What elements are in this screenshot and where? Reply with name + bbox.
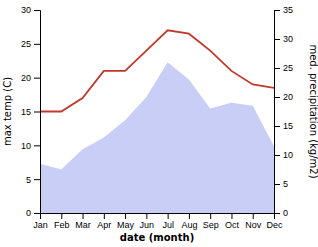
- x-axis: Jan Feb Mar Apr May Jun Jul Aug Sep Oct Nov Dec: [33, 213, 283, 230]
- tick-label: May: [117, 220, 135, 230]
- tick-label: 5: [26, 175, 31, 185]
- tick: Dec: [266, 213, 283, 230]
- tick-mark: [274, 213, 280, 214]
- tick: Sep: [203, 213, 219, 230]
- tick: Jul: [162, 213, 174, 230]
- axis-line: [41, 214, 275, 220]
- tick-label: 30: [21, 5, 31, 15]
- chart: JanFebMarAprMayJunJulAugSepOctNovDec0510…: [0, 0, 318, 247]
- tick-mark: [125, 213, 126, 219]
- tick-mark: [274, 97, 280, 98]
- tick: 10: [21, 141, 40, 151]
- area: [40, 62, 274, 213]
- tick-mark: [253, 213, 254, 219]
- y2-axis-label: med. precipitation (kg/m2): [308, 44, 318, 178]
- tick: 30: [21, 5, 40, 15]
- marks: [40, 30, 274, 213]
- tick-mark: [189, 213, 190, 219]
- tick: May: [117, 213, 135, 230]
- tick-label: 25: [283, 63, 293, 73]
- tick-mark: [34, 10, 40, 11]
- tick-mark: [34, 213, 40, 214]
- tick-label: 20: [21, 73, 31, 83]
- tick-mark: [34, 145, 40, 146]
- tick-mark: [34, 44, 40, 45]
- tick-mark: [83, 213, 84, 219]
- tick: Mar: [75, 213, 91, 230]
- plot: JanFebMarAprMayJunJulAugSepOctNovDec0510…: [21, 5, 293, 230]
- tick: 5: [26, 175, 40, 185]
- tick-label: 10: [21, 141, 31, 151]
- tick-label: Mar: [75, 220, 91, 230]
- tick-label: 15: [21, 107, 31, 117]
- tick-label: 20: [283, 92, 293, 102]
- tick-label: 30: [283, 34, 293, 44]
- tick-label: Apr: [97, 220, 111, 230]
- tick-mark: [210, 213, 211, 219]
- tick: Aug: [181, 213, 197, 230]
- tick-mark: [61, 213, 62, 219]
- y-axis-label: max temp (C): [2, 77, 13, 146]
- tick-label: 5: [283, 179, 288, 189]
- tick-mark: [274, 155, 280, 156]
- tick-label: 35: [283, 5, 293, 15]
- tick-label: 15: [283, 121, 293, 131]
- tick-label: 10: [283, 150, 293, 160]
- tick: 30: [274, 34, 293, 44]
- tick: 5: [274, 179, 288, 189]
- tick-mark: [146, 213, 147, 219]
- line: [40, 30, 274, 111]
- tick: Nov: [245, 213, 262, 230]
- tick: 0: [26, 208, 40, 218]
- tick-label: Oct: [225, 220, 240, 230]
- tick: Jan: [33, 213, 48, 230]
- tick-label: Jan: [33, 220, 48, 230]
- x-axis-label: date (month): [120, 232, 194, 243]
- tick: 15: [21, 107, 40, 117]
- tick: 35: [274, 5, 293, 15]
- tick-mark: [104, 213, 105, 219]
- tick-mark: [34, 78, 40, 79]
- tick-label: Jul: [162, 220, 174, 230]
- tick-label: Sep: [203, 220, 219, 230]
- y2-axis: 0 5 10 15 20 25 30 35: [274, 5, 293, 218]
- axis-line: [34, 11, 41, 214]
- tick-mark: [274, 39, 280, 40]
- tick: 25: [21, 39, 40, 49]
- tick: 15: [274, 121, 293, 131]
- tick-label: 0: [26, 208, 31, 218]
- tick-label: 0: [283, 208, 288, 218]
- tick-mark: [34, 112, 40, 113]
- tick-mark: [231, 213, 232, 219]
- tick: 0: [274, 208, 288, 218]
- tick-label: Aug: [181, 220, 197, 230]
- tick-mark: [34, 179, 40, 180]
- tick: 20: [21, 73, 40, 83]
- tick-mark: [274, 68, 280, 69]
- tick: 10: [274, 150, 293, 160]
- tick-mark: [274, 10, 280, 11]
- tick-label: Jun: [140, 220, 155, 230]
- tick-label: 25: [21, 39, 31, 49]
- tick-mark: [274, 126, 280, 127]
- tick: 25: [274, 63, 293, 73]
- tick-label: Feb: [54, 220, 70, 230]
- tick: Apr: [97, 213, 111, 230]
- tick: 20: [274, 92, 293, 102]
- y-axis: 0 5 10 15 20 25 30: [21, 5, 41, 218]
- tick: Feb: [54, 213, 70, 230]
- axis-line: [275, 11, 281, 214]
- tick-mark: [168, 213, 169, 219]
- tick-label: Dec: [266, 220, 283, 230]
- tick-label: Nov: [245, 220, 262, 230]
- tick: Oct: [225, 213, 240, 230]
- tick: Jun: [140, 213, 155, 230]
- tick-mark: [274, 184, 280, 185]
